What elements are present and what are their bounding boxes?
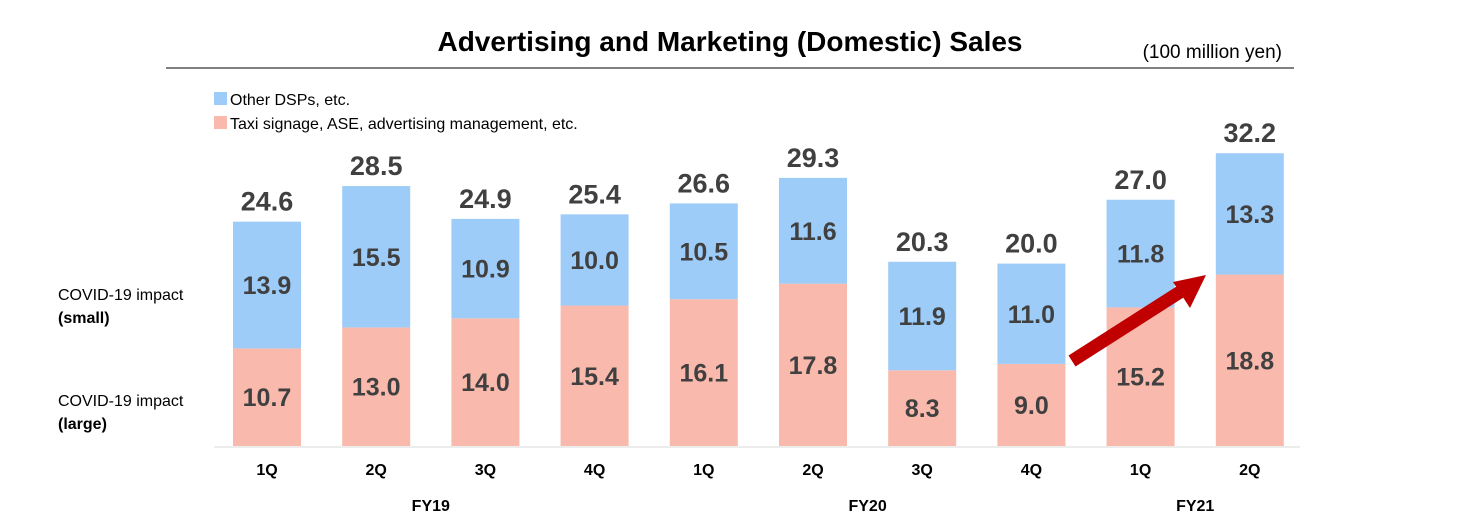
total-label: 24.9	[459, 184, 512, 214]
total-label: 27.0	[1114, 165, 1167, 195]
bar-taxi-signage	[342, 327, 411, 446]
value-label-taxi-signage: 8.3	[905, 395, 940, 423]
bar-other-dsps	[233, 221, 301, 349]
bar-other-dsps	[451, 218, 520, 319]
bar-taxi-signage	[779, 283, 847, 446]
value-label-other-dsps: 11.9	[899, 303, 946, 331]
total-label: 28.5	[350, 151, 403, 181]
value-label-other-dsps: 10.0	[570, 247, 619, 275]
category-label: 1Q	[1130, 462, 1151, 479]
value-label-other-dsps: 10.9	[461, 256, 510, 284]
annotation-small-line1: COVID-19 impact	[58, 287, 184, 304]
value-label-taxi-signage: 15.4	[570, 363, 619, 391]
bar-other-dsps	[1106, 199, 1175, 308]
value-label-taxi-signage: 17.8	[789, 352, 838, 380]
legend-label-taxi-signage: Taxi signage, ASE, advertising managemen…	[230, 116, 578, 133]
bar-other-dsps	[1215, 153, 1284, 275]
covid-annotation-small: COVID-19 impact (small)	[58, 287, 184, 327]
category-label: 2Q	[366, 462, 387, 479]
value-label-taxi-signage: 10.7	[243, 384, 292, 412]
legend: Other DSPs, etc. Taxi signage, ASE, adve…	[214, 92, 578, 133]
bar-taxi-signage	[560, 305, 629, 446]
group-label-fy21: FY21	[1176, 498, 1214, 515]
value-label-other-dsps: 13.9	[243, 272, 292, 300]
value-label-other-dsps: 11.8	[1117, 241, 1164, 269]
category-label: 3Q	[912, 462, 933, 479]
category-label: 1Q	[256, 462, 277, 479]
legend-swatch-other-dsps	[214, 92, 227, 105]
value-label-other-dsps: 11.6	[789, 218, 836, 246]
legend-label-other-dsps: Other DSPs, etc.	[230, 92, 350, 109]
unit-label: (100 million yen)	[1143, 42, 1282, 63]
covid-annotation-large: COVID-19 impact (large)	[58, 393, 184, 433]
growth-arrow-shaft	[1068, 286, 1184, 367]
growth-arrow-head	[1173, 275, 1206, 308]
value-label-other-dsps: 15.5	[352, 244, 401, 272]
value-label-taxi-signage: 18.8	[1225, 347, 1274, 375]
total-label: 20.0	[1005, 229, 1058, 259]
category-label: 4Q	[1021, 462, 1042, 479]
value-label-taxi-signage: 14.0	[461, 369, 510, 397]
annotation-large-line2: (large)	[58, 416, 107, 433]
legend-swatch-taxi-signage	[214, 116, 227, 129]
value-label-other-dsps: 13.3	[1225, 201, 1274, 229]
bar-other-dsps	[342, 186, 411, 328]
annotation-large-line1: COVID-19 impact	[58, 393, 184, 410]
bar-other-dsps	[669, 203, 738, 300]
value-label-other-dsps: 11.0	[1008, 301, 1055, 329]
value-label-taxi-signage: 15.2	[1116, 364, 1165, 392]
total-label: 24.6	[241, 187, 294, 217]
annotation-small-line2: (small)	[58, 310, 110, 327]
category-label: 1Q	[693, 462, 714, 479]
group-label-fy19: FY19	[412, 498, 450, 515]
labels-layer: 10.7 13.9 24.6 1Q 13.0 15.5 28.5 2Q 14.0 10.9 24.9…	[241, 118, 1276, 515]
category-label: 3Q	[475, 462, 496, 479]
total-label: 32.2	[1224, 118, 1277, 148]
bar-taxi-signage	[233, 348, 301, 446]
category-label: 2Q	[802, 462, 823, 479]
bar-taxi-signage	[1215, 274, 1284, 446]
category-label: 2Q	[1239, 462, 1260, 479]
bar-other-dsps	[779, 177, 847, 284]
value-label-other-dsps: 10.5	[679, 238, 728, 266]
total-label: 29.3	[787, 143, 840, 173]
value-label-taxi-signage: 9.0	[1014, 392, 1049, 420]
bar-taxi-signage	[451, 318, 520, 446]
bar-taxi-signage	[888, 370, 957, 446]
total-label: 20.3	[896, 227, 949, 257]
bar-taxi-signage	[669, 299, 738, 446]
chart-title: Advertising and Marketing (Domestic) Sal…	[437, 26, 1022, 57]
bar-other-dsps	[888, 261, 957, 371]
value-label-taxi-signage: 13.0	[352, 374, 401, 402]
total-label: 25.4	[568, 179, 621, 209]
value-label-taxi-signage: 16.1	[679, 360, 728, 388]
bar-other-dsps	[997, 263, 1066, 364]
bars-layer	[233, 153, 1284, 446]
total-label: 26.6	[678, 168, 731, 198]
bar-taxi-signage	[997, 363, 1066, 446]
growth-arrow	[1068, 275, 1206, 367]
bar-other-dsps	[560, 214, 629, 306]
category-label: 4Q	[584, 462, 605, 479]
group-label-fy20: FY20	[848, 498, 886, 515]
